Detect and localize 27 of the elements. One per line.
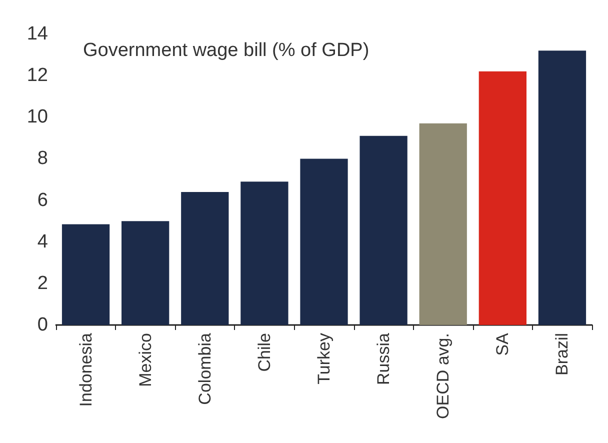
x-tick-label: Mexico xyxy=(136,333,155,387)
y-tick-label: 10 xyxy=(26,106,48,128)
y-tick-label: 4 xyxy=(37,231,48,252)
y-tick-label: 8 xyxy=(37,148,48,170)
x-tick-label: Turkey xyxy=(314,332,334,384)
y-tick-label: 6 xyxy=(37,190,48,211)
bar xyxy=(62,224,110,325)
y-tick-label: 0 xyxy=(37,314,48,336)
x-tick-label: Chile xyxy=(254,333,274,372)
bar xyxy=(360,136,408,325)
bar xyxy=(181,192,229,325)
bar xyxy=(300,158,348,325)
y-tick-label: 14 xyxy=(26,24,48,44)
x-tick-label: Brazil xyxy=(552,333,572,376)
y-tick-label: 12 xyxy=(26,65,48,86)
bar xyxy=(478,71,526,325)
bar xyxy=(122,221,170,325)
bar xyxy=(419,123,467,325)
x-tick-label: Russia xyxy=(374,332,394,385)
bar xyxy=(240,182,288,325)
x-tick-label: OECD avg. xyxy=(434,333,453,419)
y-tick-label: 2 xyxy=(37,272,48,294)
x-tick-label: Colombia xyxy=(195,332,214,405)
bar xyxy=(538,50,586,325)
x-tick-label: Indonesia xyxy=(76,332,96,407)
x-tick-label: SA xyxy=(493,332,512,356)
chart-title: Government wage bill (% of GDP) xyxy=(83,40,370,61)
